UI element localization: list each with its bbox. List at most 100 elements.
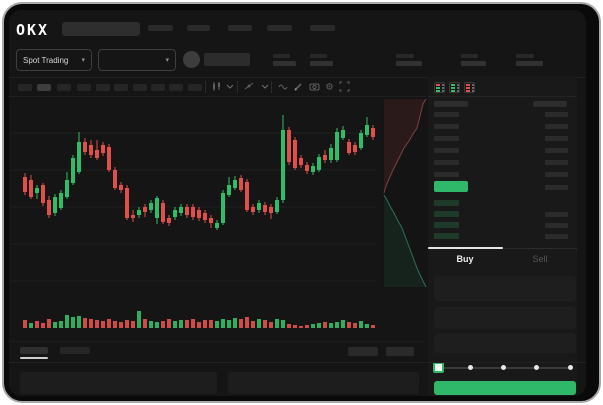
bottom-section-divider [8,341,426,342]
bottom-panel[interactable] [228,372,419,394]
amount-slider-handle[interactable] [433,362,444,373]
bid-price-placeholder[interactable] [434,233,459,239]
book-asks-icon[interactable] [464,82,475,93]
stat-value-placeholder [396,61,422,66]
ask-amount-placeholder [545,148,568,153]
market-type-label: Spot Trading [23,55,69,65]
depth-chart [382,98,429,290]
timeframe-button[interactable] [133,84,147,91]
ask-price-placeholder[interactable] [434,112,459,117]
bid-price-placeholder[interactable] [434,200,459,206]
market-type-dropdown[interactable]: Spot Trading ▾ [16,49,92,71]
active-tab-indicator [428,247,503,249]
stat-label-placeholder [516,54,534,58]
search-input[interactable] [62,22,140,36]
nav-item[interactable] [148,25,173,31]
orderbook-divider [428,96,577,97]
toolbar-top-divider [8,77,586,78]
timeframe-button[interactable] [188,84,202,91]
bid-amount-placeholder [545,234,568,239]
timeframe-button[interactable] [18,84,32,91]
ask-price-placeholder[interactable] [434,124,459,129]
ask-amount-placeholder [545,124,568,129]
timeframe-button[interactable] [57,84,71,91]
order-form-field[interactable] [434,333,576,353]
chart-gridlines [10,132,377,282]
chevron-down-icon: ▾ [81,56,85,64]
ask-price-placeholder[interactable] [434,148,459,153]
book-combined-icon[interactable] [434,82,445,93]
ask-amount-placeholder [545,172,568,177]
stat-label-placeholder [310,54,327,58]
fullscreen-icon[interactable] [339,81,351,93]
bottom-panel[interactable] [20,372,217,394]
candlestick-icon[interactable] [211,81,223,93]
line-type-icon[interactable] [244,81,256,93]
orderbook-header-placeholder [434,101,468,107]
bid-price-placeholder[interactable] [434,211,459,217]
slider-stop-dot[interactable] [467,365,473,370]
toolbar-separator [205,81,206,93]
ask-price-placeholder[interactable] [434,160,459,165]
last-price-badge [434,181,468,192]
stat-value-placeholder [516,61,543,66]
chevron-down-icon[interactable] [225,81,237,93]
toolbar-separator [237,81,238,93]
tab-sell[interactable]: Sell [532,254,548,264]
nav-item[interactable] [228,25,252,31]
timeframe-button[interactable] [96,84,110,91]
tab-buy[interactable]: Buy [456,254,474,264]
ask-price-placeholder[interactable] [434,136,459,141]
ask-amount-placeholder [545,136,568,141]
stat-label-placeholder [396,54,414,58]
bottom-tab[interactable] [20,347,48,354]
bottom-control[interactable] [348,347,378,356]
stat-value-placeholder [273,61,296,66]
chevron-down-icon: ▾ [165,56,169,64]
stat-label-placeholder [461,54,478,58]
okx-logo: OKX [16,21,50,39]
toolbar-bottom-divider [8,96,426,97]
amount-placeholder [545,185,568,190]
volume-bars [23,311,375,328]
bid-amount-placeholder [545,212,568,217]
timeframe-button[interactable] [37,84,51,91]
timeframe-button[interactable] [114,84,128,91]
chevron-down-icon[interactable] [260,81,272,93]
bottom-divider [8,362,586,363]
stat-value-placeholder [461,61,486,66]
book-bids-icon[interactable] [449,82,460,93]
settings-gear-icon[interactable] [324,81,336,93]
bid-price-placeholder[interactable] [434,222,459,228]
ask-amount-placeholder [545,160,568,165]
indicator-wave-icon[interactable] [278,81,290,93]
stat-value-placeholder [310,61,333,66]
pair-name-placeholder [204,53,250,66]
nav-item[interactable] [310,25,335,31]
bottom-control[interactable] [386,347,414,356]
ask-amount-placeholder [545,112,568,117]
draw-pencil-icon[interactable] [293,81,305,93]
orderbook-header-placeholder [533,101,567,107]
timeframe-button[interactable] [169,84,183,91]
bottom-tab[interactable] [60,347,90,354]
slider-stop-dot[interactable] [534,365,540,370]
pair-selector-dropdown[interactable]: ▾ [98,49,176,71]
toolbar-separator [271,81,272,93]
candles [23,115,375,230]
slider-stop-dot[interactable] [501,365,506,370]
camera-icon[interactable] [309,81,321,93]
buy-submit-button[interactable] [434,381,576,395]
bid-amount-placeholder [545,223,568,228]
nav-item[interactable] [267,25,292,31]
order-form-field[interactable] [434,276,576,301]
stat-label-placeholder [273,54,290,58]
order-form-field[interactable] [434,307,576,329]
timeframe-button[interactable] [77,84,91,91]
timeframe-button[interactable] [151,84,165,91]
ask-price-placeholder[interactable] [434,172,459,177]
nav-item[interactable] [187,25,210,31]
bottom-tab-active-underline [20,357,48,359]
slider-stop-dot[interactable] [567,365,573,370]
